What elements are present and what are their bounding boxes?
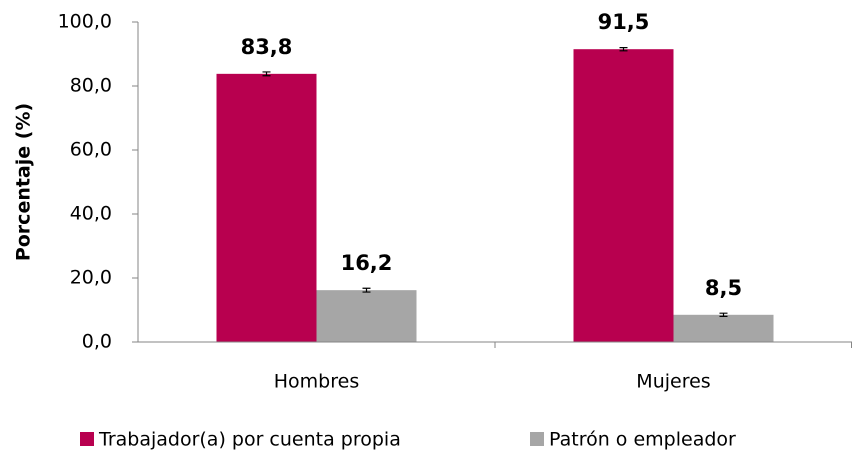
error-bar <box>619 47 628 52</box>
x-tick-label: Mujeres <box>636 371 710 393</box>
y-axis-label: Porcentaje (%) <box>13 103 35 261</box>
legend-label: Patrón o empleador <box>549 429 736 451</box>
y-tick-label: 100,0 <box>58 11 112 33</box>
legend-swatch <box>530 432 544 446</box>
legend-label: Trabajador(a) por cuenta propia <box>98 429 401 451</box>
data-label: 91,5 <box>598 10 650 34</box>
bar <box>573 49 674 342</box>
y-tick-label: 40,0 <box>70 203 112 225</box>
bar <box>216 73 317 342</box>
data-label: 8,5 <box>705 276 742 300</box>
error-bar <box>262 71 271 77</box>
x-tick-label: Hombres <box>274 371 359 393</box>
y-tick-label: 60,0 <box>70 139 112 161</box>
legend-swatch <box>80 432 94 446</box>
error-bar <box>362 287 371 293</box>
y-tick-label: 80,0 <box>70 75 112 97</box>
data-label: 83,8 <box>241 35 293 59</box>
y-tick-label: 20,0 <box>70 267 112 289</box>
bar <box>316 290 417 342</box>
bar <box>673 314 774 342</box>
error-bar <box>719 312 728 317</box>
y-tick-label: 0,0 <box>82 331 112 353</box>
data-label: 16,2 <box>341 251 393 275</box>
